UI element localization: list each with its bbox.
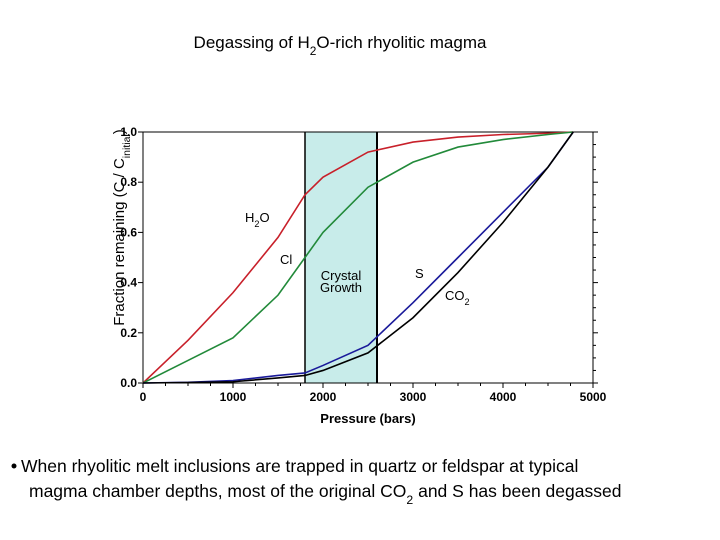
series-label-part: S bbox=[415, 266, 424, 281]
chart-title-part: 2 bbox=[310, 44, 317, 58]
bullet-line: When rhyolitic melt inclusions are trapp… bbox=[21, 456, 578, 476]
bullet-line-part: magma chamber depths, most of the origin… bbox=[29, 481, 406, 501]
y-axis-label-part: Fraction remaining (C / C bbox=[111, 158, 128, 326]
series-line bbox=[142, 131, 574, 384]
y-tick-label: 0.0 bbox=[120, 376, 137, 390]
series-label-part: O bbox=[259, 210, 269, 225]
series-label: Cl bbox=[280, 252, 292, 267]
bullet-dot bbox=[11, 463, 17, 469]
series-label-part: CO bbox=[445, 288, 465, 303]
bullet-line: magma chamber depths, most of the origin… bbox=[29, 481, 621, 507]
x-axis-label: Pressure (bars) bbox=[320, 411, 415, 426]
series-label-part: Cl bbox=[280, 252, 292, 267]
x-tick-label: 5000 bbox=[580, 390, 607, 404]
bullet-line-part: and S has been degassed bbox=[413, 481, 621, 501]
crystal-growth-region bbox=[305, 132, 377, 383]
series-line bbox=[142, 131, 574, 384]
series-label-part: H bbox=[245, 210, 254, 225]
chart-title: Degassing of H2O-rich rhyolitic magma bbox=[194, 33, 487, 58]
x-tick-label: 3000 bbox=[400, 390, 427, 404]
y-tick-label: 0.8 bbox=[120, 175, 137, 189]
region-label: Growth bbox=[320, 280, 362, 295]
y-axis-label: Fraction remaining (C / Cinitial) bbox=[111, 129, 133, 326]
x-tick-label: 4000 bbox=[490, 390, 517, 404]
x-tick-label: 1000 bbox=[220, 390, 247, 404]
chart-title-part: O-rich rhyolitic magma bbox=[316, 33, 487, 52]
y-tick-label: 0.6 bbox=[120, 225, 137, 239]
series-label-part: 2 bbox=[465, 297, 470, 307]
x-tick-label: 2000 bbox=[310, 390, 337, 404]
series-line bbox=[142, 131, 574, 384]
x-tick-label: 0 bbox=[140, 390, 147, 404]
series-label: S bbox=[415, 266, 424, 281]
series-line bbox=[142, 131, 574, 384]
y-tick-label: 0.4 bbox=[120, 276, 137, 290]
series-label: CO2 bbox=[445, 288, 470, 307]
y-axis-label-part: initial bbox=[121, 134, 133, 158]
series-label-part: 2 bbox=[254, 219, 259, 229]
region-label: Crystal bbox=[321, 268, 362, 283]
y-tick-label: 0.2 bbox=[120, 326, 137, 340]
series-label: H2O bbox=[245, 210, 270, 229]
y-tick-label: 1.0 bbox=[120, 125, 137, 139]
chart-title-part: Degassing of H bbox=[194, 33, 310, 52]
bullet-line-part: 2 bbox=[406, 493, 413, 507]
y-axis-label-part: ) bbox=[111, 129, 128, 134]
